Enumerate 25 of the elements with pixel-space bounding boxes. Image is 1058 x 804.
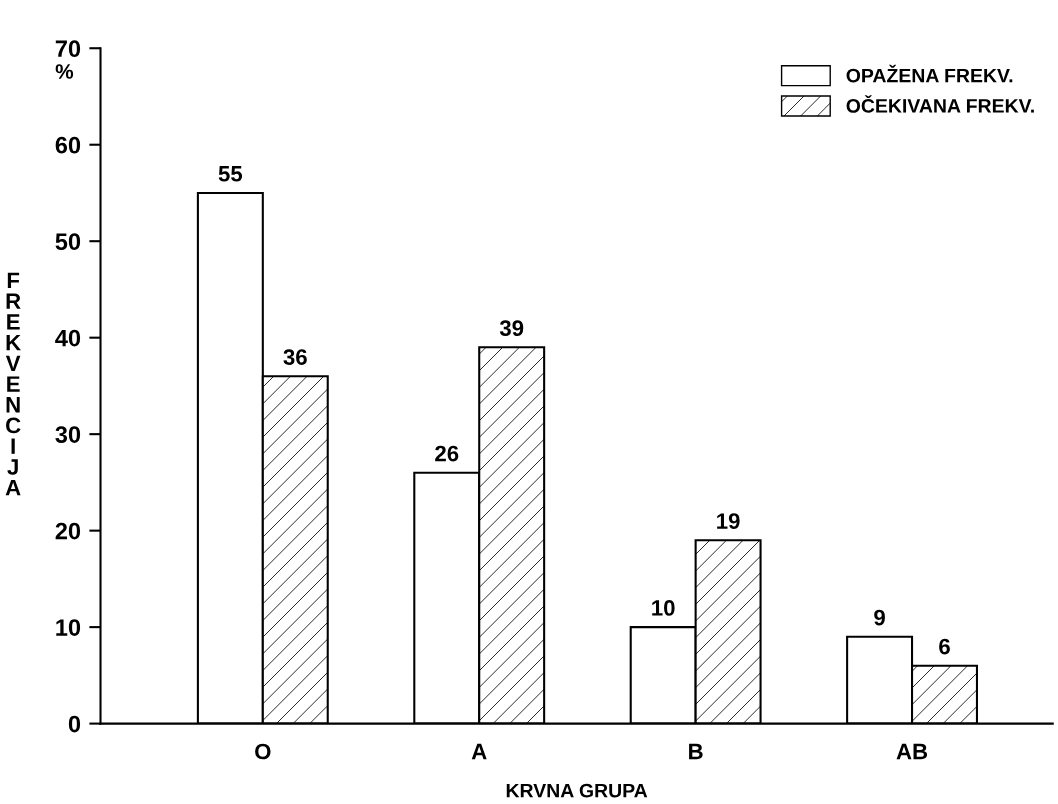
x-tick-label: O (255, 743, 271, 760)
text: FREKVENCIJA (5, 272, 21, 496)
x-tick-label: B (689, 743, 703, 760)
x-axis-title: KRVNA GRUPA (506, 783, 648, 798)
data-label: 55 (218, 166, 243, 182)
data-label: 36 (283, 349, 307, 365)
y-tick-label: 60 (55, 136, 81, 154)
x-tick-label: AB (896, 743, 928, 760)
data-label: 39 (499, 320, 524, 337)
y-tick-label: 20 (55, 522, 81, 540)
y-tick-label: 0 (68, 715, 81, 733)
y-tick-label: 70 (55, 40, 81, 58)
y-tick-label: 10 (56, 619, 81, 636)
x-tick-label: A (471, 743, 487, 760)
text: % (55, 64, 74, 79)
data-label: 19 (717, 513, 740, 529)
legend-label: OPAŽENA FREKV. (846, 64, 1013, 83)
y-tick-label: 30 (55, 426, 81, 443)
y-tick-label: 40 (55, 329, 81, 347)
data-label: 10 (652, 600, 675, 616)
legend-label: OČEKIVANA FREKV. (846, 95, 1034, 113)
data-label: 9 (874, 609, 885, 626)
y-tick-label: 50 (55, 233, 81, 250)
data-label: 6 (939, 638, 950, 655)
data-label: 26 (435, 445, 459, 462)
